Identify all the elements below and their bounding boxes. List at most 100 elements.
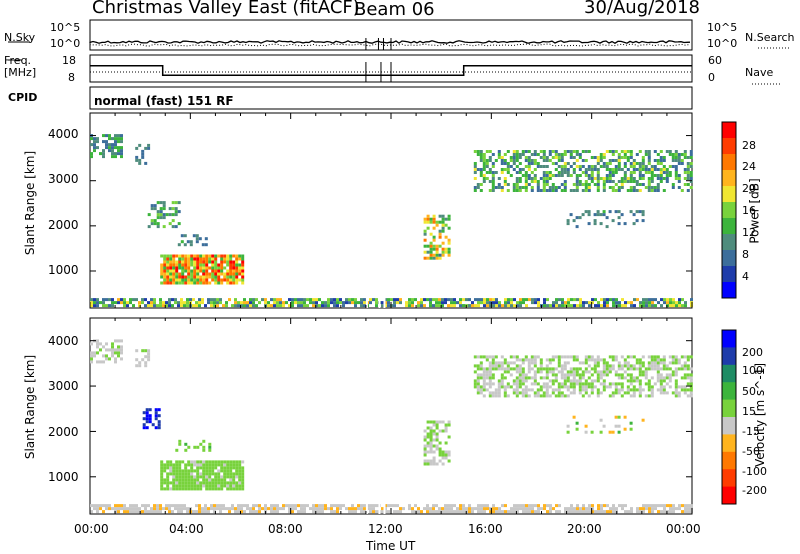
power-cell: [638, 165, 642, 168]
velocity-cell: [578, 388, 582, 392]
velocity-cell: [503, 391, 507, 395]
velocity-cell: [590, 358, 594, 362]
velocity-cell: [582, 504, 585, 508]
velocity-cell: [193, 460, 197, 464]
power-cell: [199, 269, 203, 273]
power-cell: [447, 226, 451, 230]
velocity-cell: [582, 510, 585, 514]
power-cell: [202, 272, 206, 276]
velocity-cell: [207, 507, 210, 511]
velocity-cell: [494, 394, 498, 398]
power-cell: [90, 301, 93, 305]
power-cell: [644, 153, 648, 156]
power-cell: [632, 165, 636, 168]
velocity-cell: [479, 364, 483, 368]
velocity-cell: [393, 510, 396, 514]
velocity-cell: [450, 510, 453, 514]
velocity-cell: [584, 379, 588, 383]
velocity-cell: [632, 376, 636, 380]
velocity-cell: [539, 388, 543, 392]
power-cell: [144, 298, 147, 302]
velocity-cell: [199, 481, 203, 485]
velocity-cell: [581, 394, 585, 398]
power-cell: [126, 304, 129, 308]
velocity-cell: [599, 418, 603, 422]
velocity-cell: [677, 358, 681, 362]
velocity-cell: [184, 466, 188, 470]
velocity-cell: [545, 367, 549, 371]
velocity-cell: [160, 472, 164, 476]
power-cell: [276, 298, 279, 302]
power-cell: [199, 278, 203, 282]
power-cell: [447, 304, 450, 308]
power-cell: [617, 186, 621, 189]
power-cell: [578, 165, 582, 168]
velocity-cell: [438, 429, 442, 433]
power-cell: [617, 159, 621, 162]
velocity-cell: [663, 510, 666, 514]
power-cell: [432, 226, 436, 230]
velocity-cell: [560, 373, 564, 377]
power-cell: [482, 156, 486, 159]
power-cell: [554, 162, 558, 165]
velocity-cell: [99, 360, 102, 364]
velocity-cell: [177, 510, 180, 514]
power-cell: [138, 158, 142, 162]
velocity-cell: [584, 361, 588, 365]
velocity-cell: [626, 385, 630, 389]
velocity-cell: [172, 469, 176, 473]
power-cell: [426, 256, 430, 260]
velocity-cell: [473, 370, 477, 374]
power-cell: [512, 153, 516, 156]
velocity-cell: [629, 379, 633, 383]
velocity-ytick-1000: 1000: [48, 470, 79, 484]
velocity-cell: [551, 382, 555, 386]
velocity-cell: [160, 481, 164, 485]
power-cell: [624, 304, 627, 308]
velocity-cell: [342, 504, 345, 508]
velocity-cell: [432, 459, 436, 463]
power-cell: [626, 180, 630, 183]
velocity-cell: [608, 367, 612, 371]
power-cell: [618, 304, 621, 308]
velocity-cell: [656, 376, 660, 380]
power-cell: [141, 155, 145, 159]
power-cell: [459, 301, 462, 305]
velocity-cell: [208, 466, 212, 470]
power-cell: [623, 180, 627, 183]
velocity-cell: [551, 388, 555, 392]
velocity-cell: [471, 507, 474, 511]
velocity-cell: [216, 507, 219, 511]
velocity-cell: [539, 361, 543, 365]
power-cell: [579, 301, 582, 305]
power-cell: [617, 162, 621, 165]
velocity-cell: [509, 367, 513, 371]
velocity-cell: [668, 367, 672, 371]
date-label: 30/Aug/2018: [584, 0, 700, 18]
power-cell: [632, 189, 636, 192]
power-cell: [168, 298, 171, 302]
power-cell: [651, 301, 654, 305]
power-cell: [177, 301, 180, 305]
power-cell: [156, 210, 160, 214]
power-cell: [666, 298, 669, 302]
power-cell: [90, 155, 93, 159]
velocity-cell: [587, 394, 591, 398]
velocity-cell: [629, 421, 633, 425]
velocity-cell: [572, 391, 576, 395]
power-cell: [147, 225, 151, 229]
power-cell: [542, 183, 546, 186]
velocity-cell: [572, 379, 576, 383]
power-cell: [483, 298, 486, 302]
power-cell: [683, 177, 687, 180]
power-cell: [432, 220, 436, 224]
power-cell: [160, 281, 164, 285]
power-cell: [612, 304, 615, 308]
power-cell: [214, 281, 218, 285]
power-cell: [217, 254, 221, 258]
velocity-cell: [632, 355, 636, 359]
power-cell: [217, 272, 221, 276]
power-cell: [196, 260, 200, 264]
velocity-cell: [659, 379, 663, 383]
power-cell: [423, 232, 427, 236]
